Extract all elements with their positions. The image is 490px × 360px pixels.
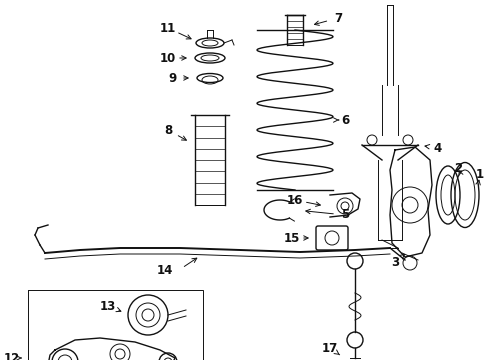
- Text: 2: 2: [454, 162, 462, 175]
- Text: 14: 14: [157, 264, 173, 276]
- Text: 1: 1: [476, 168, 484, 181]
- Text: 12: 12: [4, 351, 20, 360]
- Text: 11: 11: [160, 22, 176, 35]
- Text: 4: 4: [434, 141, 442, 154]
- Text: 13: 13: [100, 300, 116, 312]
- Text: 5: 5: [341, 208, 349, 221]
- Text: 9: 9: [168, 72, 176, 85]
- Text: 3: 3: [391, 256, 399, 269]
- Text: 16: 16: [287, 194, 303, 207]
- Text: 7: 7: [334, 12, 342, 24]
- Text: 10: 10: [160, 51, 176, 64]
- Bar: [28, 290, 203, 360]
- Text: 15: 15: [284, 231, 300, 244]
- Text: 8: 8: [164, 123, 172, 136]
- Text: 17: 17: [322, 342, 338, 355]
- Text: 6: 6: [341, 113, 349, 126]
